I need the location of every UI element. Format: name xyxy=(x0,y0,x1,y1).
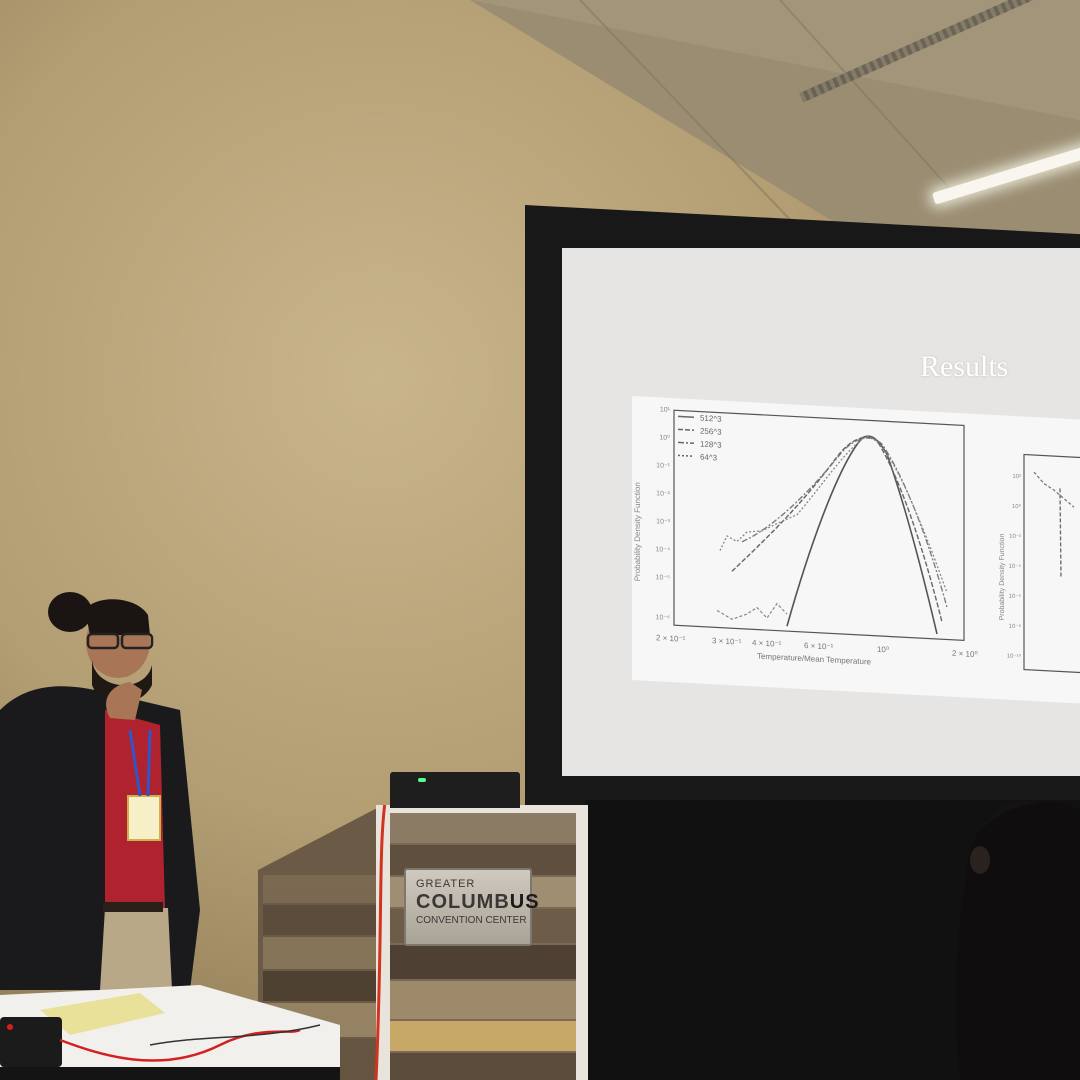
sign-columb: COLUMB xyxy=(416,891,510,913)
legend-entry-512: 512^3 xyxy=(700,414,722,424)
x-tick: 6 × 10⁻¹ xyxy=(804,641,834,652)
y-tick: 10⁻⁸ xyxy=(1009,623,1022,631)
table xyxy=(0,985,340,1080)
x-tick: 3 × 10⁻¹ xyxy=(712,636,742,647)
plot-figure: 512^3 256^3 128^3 64^3 10¹ 10⁰ 10⁻¹ 10⁻²… xyxy=(633,406,1080,674)
sign-us: US xyxy=(509,891,540,913)
y-tick: 10² xyxy=(1012,474,1021,480)
y-tick: 10⁻⁵ xyxy=(656,574,670,582)
laptop-light xyxy=(418,778,426,782)
second-plot-drop xyxy=(1059,488,1062,579)
y-tick: 10¹ xyxy=(660,406,671,414)
audience-member xyxy=(955,800,1080,1080)
laptop xyxy=(390,772,520,808)
x-tick-labels: 2 × 10⁻¹ 3 × 10⁻¹ 4 × 10⁻¹ 6 × 10⁻¹ 10⁰ … xyxy=(656,633,978,659)
y-tick: 10⁻⁶ xyxy=(1009,593,1022,601)
second-y-axis-label: Probability Density Function xyxy=(999,533,1006,620)
second-plot-curve xyxy=(1033,471,1075,508)
y-tick: 10⁻⁴ xyxy=(656,546,670,554)
x-tick: 2 × 10⁻¹ xyxy=(656,633,686,644)
y-tick-labels: 10¹ 10⁰ 10⁻¹ 10⁻² 10⁻³ 10⁻⁴ 10⁻⁵ 10⁻⁶ xyxy=(656,406,671,622)
slide-plot: 512^3 256^3 128^3 64^3 10¹ 10⁰ 10⁻¹ 10⁻²… xyxy=(632,396,1080,704)
y-tick: 10⁻² xyxy=(656,490,670,498)
y-tick: 10⁻² xyxy=(1009,534,1021,541)
sign-line-convention-center: CONVENTION CENTER xyxy=(416,915,527,926)
curve-256 xyxy=(731,436,943,623)
y-tick: 10⁻⁴ xyxy=(1009,563,1022,571)
curve-tail xyxy=(716,602,788,620)
legend-entry-64: 64^3 xyxy=(700,453,718,463)
x-tick: 2 × 10⁰ xyxy=(952,649,978,659)
sign-line-columbus: COLUMBUS xyxy=(406,891,539,914)
curve-512 xyxy=(786,435,938,635)
y-tick: 10⁰ xyxy=(659,433,670,442)
x-tick: 10⁰ xyxy=(877,645,889,655)
x-tick: 4 × 10⁻¹ xyxy=(752,638,782,649)
y-tick: 10⁻¹ xyxy=(656,462,670,470)
second-y-tick-labels: 10² 10⁰ 10⁻² 10⁻⁴ 10⁻⁶ 10⁻⁸ 10⁻¹⁰ xyxy=(1007,474,1022,661)
sign-line-greater: GREATER xyxy=(416,878,476,890)
convention-center-sign: GREATER COLUMBUS CONVENTION CENTER xyxy=(404,868,539,946)
y-tick: 10⁻¹⁰ xyxy=(1007,653,1022,661)
legend-entry-256: 256^3 xyxy=(700,427,722,437)
legend-entry-128: 128^3 xyxy=(700,440,722,450)
second-plot-axes xyxy=(1023,453,1080,674)
ceiling xyxy=(470,0,1080,270)
y-tick: 10⁻³ xyxy=(656,518,670,526)
y-axis-label: Probability Density Function xyxy=(633,482,642,582)
y-tick: 10⁰ xyxy=(1012,503,1022,511)
plot-legend: 512^3 256^3 128^3 64^3 xyxy=(678,414,722,463)
y-tick: 10⁻⁶ xyxy=(656,614,670,622)
x-axis-label: Temperature/Mean Temperature xyxy=(757,652,872,667)
presenter xyxy=(0,592,200,990)
slide-title: Results xyxy=(920,350,1009,383)
curve-64 xyxy=(719,435,948,593)
curve-128 xyxy=(741,437,948,608)
